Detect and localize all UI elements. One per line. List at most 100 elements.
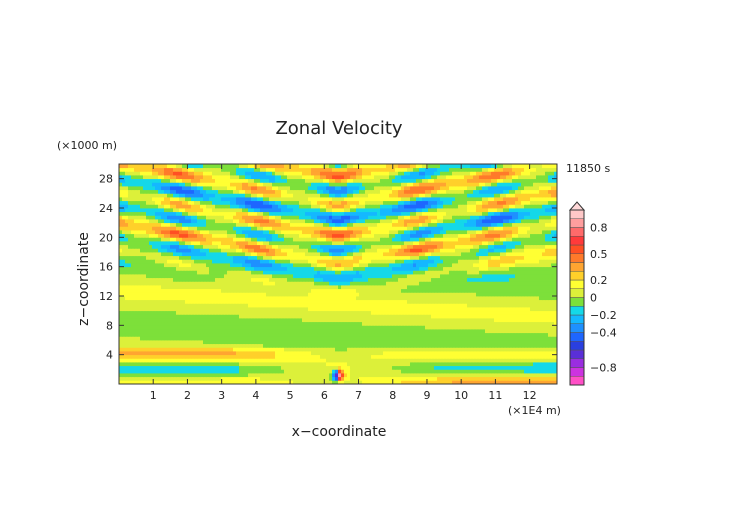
heatmap-cell xyxy=(200,325,204,330)
heatmap-cell xyxy=(137,365,141,370)
heatmap-cell xyxy=(362,329,366,334)
heatmap-cell xyxy=(245,354,249,359)
heatmap-cell xyxy=(212,259,216,264)
heatmap-cell xyxy=(311,336,315,341)
heatmap-cell xyxy=(374,343,378,348)
heatmap-cell xyxy=(482,380,486,385)
heatmap-cell xyxy=(353,299,357,304)
heatmap-cell xyxy=(152,303,156,308)
heatmap-cell xyxy=(155,373,159,378)
heatmap-cell xyxy=(548,369,552,374)
heatmap-cell xyxy=(536,285,540,290)
heatmap-cell xyxy=(287,369,291,374)
heatmap-cell xyxy=(341,307,345,312)
heatmap-cell xyxy=(257,266,261,271)
heatmap-cell xyxy=(245,318,249,323)
heatmap-cell xyxy=(317,318,321,323)
heatmap-cell xyxy=(368,314,372,319)
heatmap-cell xyxy=(254,277,258,282)
heatmap-cell xyxy=(299,321,303,326)
heatmap-cell xyxy=(374,354,378,359)
heatmap-cell xyxy=(443,343,447,348)
heatmap-cell xyxy=(335,365,339,370)
heatmap-cell xyxy=(509,347,513,352)
heatmap-cell xyxy=(335,266,339,271)
heatmap-cell xyxy=(173,376,177,381)
heatmap-cell xyxy=(500,347,504,352)
heatmap-cell xyxy=(230,358,234,363)
heatmap-cell xyxy=(311,292,315,297)
heatmap-cell xyxy=(305,266,309,271)
heatmap-cell xyxy=(293,329,297,334)
heatmap-cell xyxy=(554,358,558,363)
heatmap-cell xyxy=(281,329,285,334)
heatmap-cell xyxy=(224,376,228,381)
heatmap-cell xyxy=(524,373,528,378)
heatmap-cell xyxy=(167,288,171,293)
heatmap-cell xyxy=(482,270,486,275)
heatmap-cell xyxy=(230,263,234,268)
heatmap-cell xyxy=(233,332,237,337)
heatmap-cell xyxy=(350,351,354,356)
heatmap-cell xyxy=(218,259,222,264)
heatmap-cell xyxy=(404,307,408,312)
heatmap-cell xyxy=(224,314,228,319)
heatmap-cell xyxy=(305,347,309,352)
heatmap-cell xyxy=(164,347,168,352)
heatmap-cell xyxy=(227,296,231,301)
heatmap-cell xyxy=(161,292,165,297)
heatmap-cell xyxy=(386,303,390,308)
heatmap-cell xyxy=(350,332,354,337)
heatmap-cell xyxy=(311,373,315,378)
heatmap-cell xyxy=(401,329,405,334)
heatmap-cell xyxy=(440,296,444,301)
heatmap-cell xyxy=(335,263,339,268)
heatmap-cell xyxy=(485,274,489,279)
heatmap-cell xyxy=(374,310,378,315)
heatmap-cell xyxy=(410,321,414,326)
heatmap-cell xyxy=(245,343,249,348)
heatmap-cell xyxy=(149,288,153,293)
heatmap-cell xyxy=(128,318,132,323)
heatmap-cell xyxy=(221,347,225,352)
heatmap-cell xyxy=(395,314,399,319)
heatmap-cell xyxy=(509,380,513,385)
heatmap-cell xyxy=(527,318,531,323)
heatmap-cell xyxy=(341,281,345,286)
heatmap-cell xyxy=(218,351,222,356)
heatmap-cell xyxy=(134,336,138,341)
heatmap-cell xyxy=(515,380,519,385)
heatmap-cell xyxy=(155,329,159,334)
heatmap-cell xyxy=(275,318,279,323)
heatmap-cell xyxy=(524,321,528,326)
heatmap-cell xyxy=(200,281,204,286)
heatmap-cell xyxy=(359,373,363,378)
heatmap-cell xyxy=(140,347,144,352)
heatmap-cell xyxy=(452,285,456,290)
heatmap-cell xyxy=(230,259,234,264)
heatmap-cell xyxy=(404,299,408,304)
heatmap-cell xyxy=(374,274,378,279)
heatmap-cell xyxy=(485,347,489,352)
heatmap-cell xyxy=(548,266,552,271)
heatmap-cell xyxy=(362,288,366,293)
heatmap-cell xyxy=(368,292,372,297)
heatmap-cell xyxy=(539,343,543,348)
heatmap-cell xyxy=(503,376,507,381)
heatmap-cell xyxy=(401,277,405,282)
heatmap-cell xyxy=(209,325,213,330)
heatmap-cell xyxy=(359,380,363,385)
heatmap-cell xyxy=(152,362,156,367)
heatmap-cell xyxy=(443,332,447,337)
heatmap-cell xyxy=(533,259,537,264)
heatmap-cell xyxy=(515,369,519,374)
heatmap-cell xyxy=(245,325,249,330)
heatmap-cell xyxy=(212,332,216,337)
heatmap-cell xyxy=(185,285,189,290)
heatmap-cell xyxy=(494,340,498,345)
heatmap-cell xyxy=(338,347,342,352)
heatmap-cell xyxy=(278,299,282,304)
heatmap-cell xyxy=(491,321,495,326)
heatmap-cell xyxy=(386,351,390,356)
heatmap-cell xyxy=(245,373,249,378)
